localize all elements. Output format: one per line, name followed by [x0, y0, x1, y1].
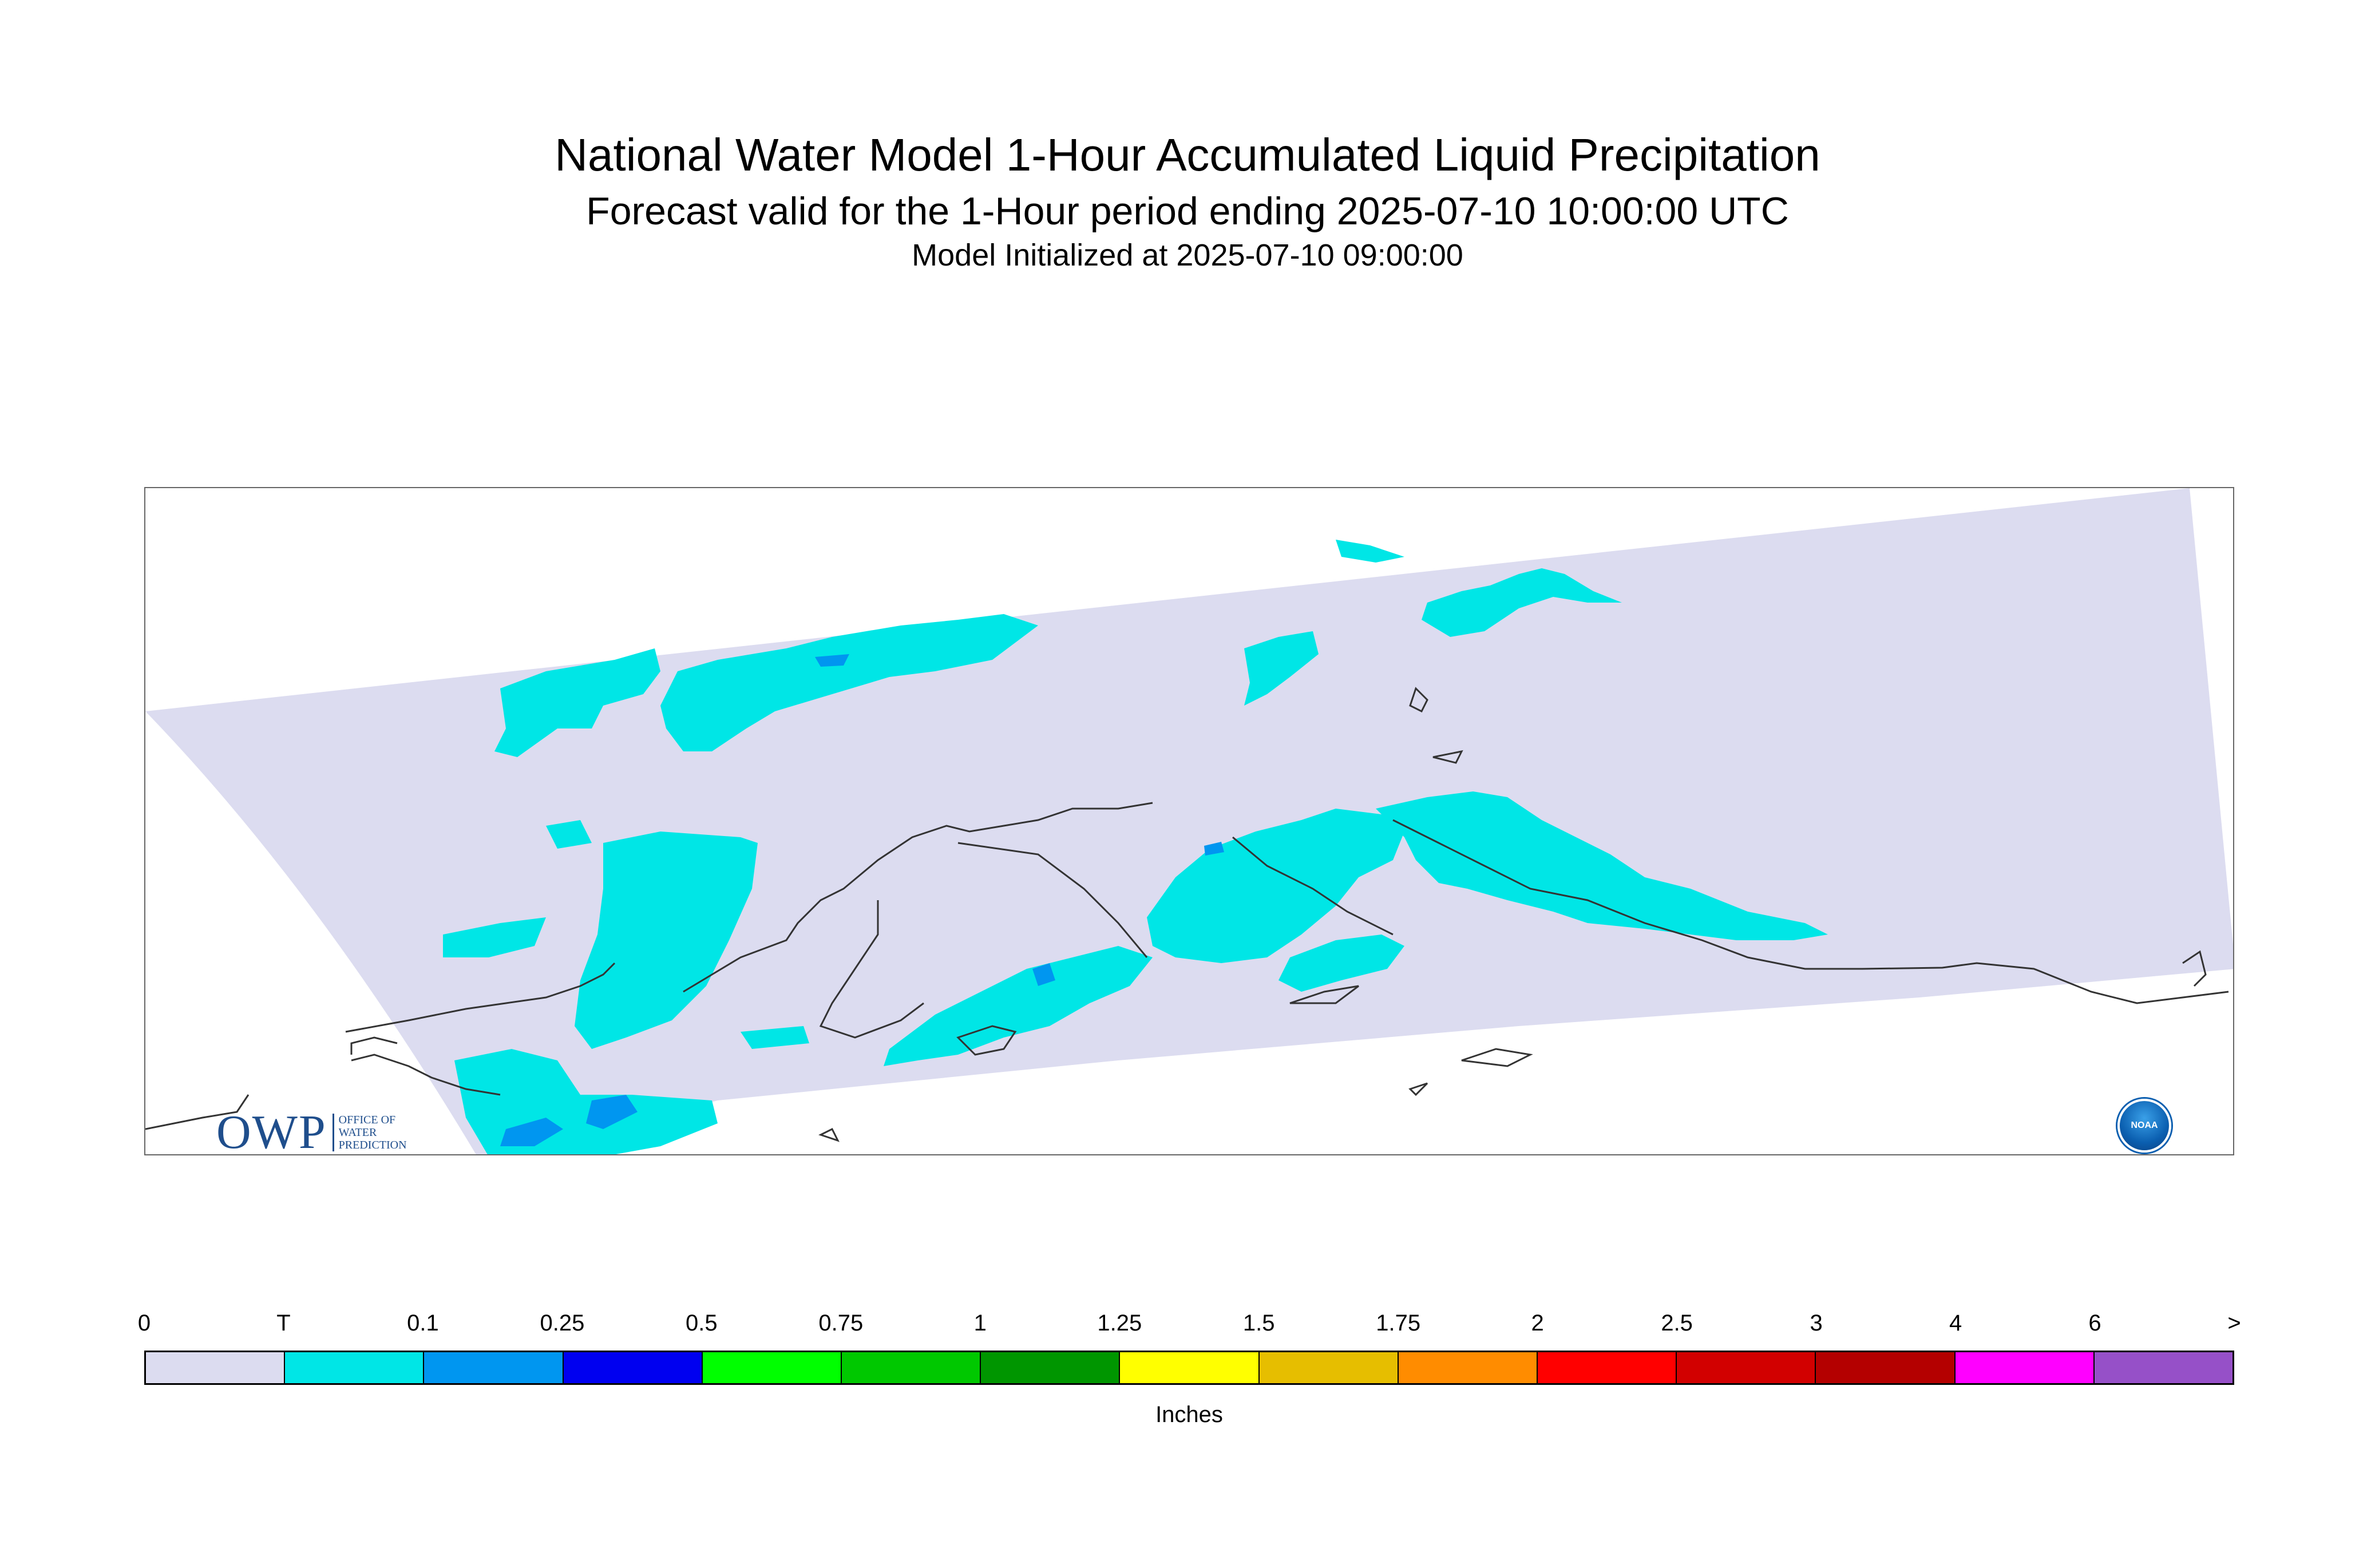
- legend-swatch: [563, 1352, 703, 1383]
- legend-tick-label: 0.25: [540, 1310, 585, 1336]
- precip-light-areas: [500, 654, 1224, 1146]
- owp-logo: OWP OFFICE OF WATER PREDICTION: [216, 1104, 407, 1160]
- legend-swatch: [1120, 1352, 1260, 1383]
- legend-swatch: [1398, 1352, 1538, 1383]
- legend-tick-label: 3: [1810, 1310, 1823, 1336]
- owp-logo-text: OFFICE OF WATER PREDICTION: [332, 1113, 407, 1151]
- legend-swatch: [146, 1352, 286, 1383]
- legend-tick-label: 4: [1949, 1310, 1962, 1336]
- legend-tick-label: 1.75: [1376, 1310, 1421, 1336]
- legend-swatch: [285, 1352, 425, 1383]
- legend-swatch: [981, 1352, 1121, 1383]
- legend-swatch: [842, 1352, 981, 1383]
- legend-swatch: [424, 1352, 564, 1383]
- legend-tick-label: 1.5: [1242, 1310, 1275, 1336]
- legend-tick-label: 2: [1531, 1310, 1544, 1336]
- coastlines: [145, 687, 2229, 1142]
- legend-swatch: [1955, 1352, 2095, 1383]
- legend-swatch: [1677, 1352, 1816, 1383]
- model-init-time: Model Initialized at 2025-07-10 09:00:00: [912, 238, 1463, 272]
- noaa-logo: NOAA: [2117, 1099, 2171, 1153]
- legend-tick-label: T: [276, 1310, 291, 1336]
- page-title: National Water Model 1-Hour Accumulated …: [555, 129, 1820, 180]
- legend-swatch: [1538, 1352, 1677, 1383]
- legend-tick-label: 6: [2088, 1310, 2101, 1336]
- page-subtitle: Forecast valid for the 1-Hour period end…: [586, 189, 1789, 233]
- legend-tick-label: 1.25: [1097, 1310, 1142, 1336]
- legend-swatch: [2094, 1352, 2233, 1383]
- owp-logo-mark: OWP: [216, 1106, 327, 1159]
- legend-tick-label: 2.5: [1661, 1310, 1693, 1336]
- color-legend: 0 T 0.1 0.25 0.5 0.75 1 1.25 1.5 1.75 2 2.5 3 4 6 > Inc…: [138, 1310, 2241, 1428]
- legend-tick-label: 0: [137, 1310, 151, 1336]
- legend-swatch: [702, 1352, 842, 1383]
- precipitation-map[interactable]: [144, 487, 2234, 1155]
- map-svg: [145, 488, 2233, 1154]
- legend-tick-label: 0.1: [407, 1310, 439, 1336]
- legend-swatch: [1259, 1352, 1399, 1383]
- legend-units: Inches: [1155, 1402, 1223, 1427]
- model-domain: [145, 488, 2233, 1154]
- legend-ticks: 0 T 0.1 0.25 0.5 0.75 1 1.25 1.5 1.75 2 2.5 3 4 6 >: [138, 1310, 2241, 1345]
- legend-tick-label: 0.5: [686, 1310, 718, 1336]
- legend-tick-label: >: [2227, 1310, 2241, 1336]
- legend-tick-label: 1: [973, 1310, 987, 1336]
- legend-tick-label: 0.75: [818, 1310, 864, 1336]
- legend-bar: [144, 1351, 2234, 1385]
- legend-swatch: [1816, 1352, 1956, 1383]
